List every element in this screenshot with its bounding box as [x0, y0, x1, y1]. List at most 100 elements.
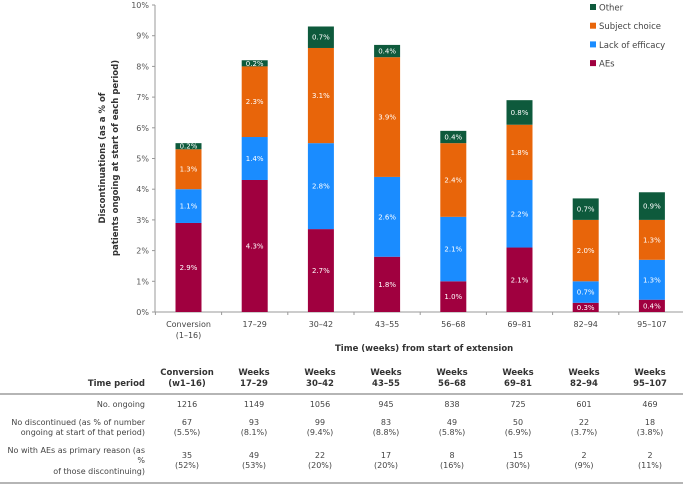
bar-segment-lack-of-efficacy [241, 137, 268, 180]
table-cell-line: 1216 [176, 400, 198, 409]
table-cell: 49 (5.8%) [419, 413, 485, 441]
stacked-bar-chart: 0% 1% 2% 3% 4% 5% 6% 7% 8% 9% 10% Conversion (1–16)… [98, 1, 683, 354]
data-label: 3.1% [312, 92, 330, 100]
bar-segment-subject-choice [440, 143, 467, 217]
data-label: 2.1% [444, 246, 462, 254]
table-cell-line: (11%) [637, 461, 663, 471]
table-cell: 838 [419, 394, 485, 413]
y-tick-label: 2% [136, 247, 149, 256]
data-label: 0.3% [577, 304, 595, 312]
x-axis: Conversion (1–16) 17–29 30–42 43–55 56–68 69–8… [154, 311, 683, 340]
bar-segment-lack-of-efficacy [374, 176, 401, 257]
bar-segment-lack-of-efficacy [175, 189, 202, 223]
y-axis-title-line-1: Discontinuations (as a % of [98, 92, 108, 223]
header-column: Weeks 69–81 [485, 368, 551, 394]
table-cell-line: 22 [314, 450, 326, 460]
table-cell: 99 (9.4%) [287, 413, 353, 441]
table-cell-line: 67 [181, 417, 193, 427]
table-cell-line: (5.8%) [438, 428, 466, 437]
header-column-line: 30–42 [306, 379, 334, 389]
table-cell: 601 [551, 394, 617, 413]
bar-segment-other [440, 130, 467, 144]
table-cell: 945 [353, 394, 419, 413]
data-label: 1.1% [180, 203, 198, 211]
bar-segment-aes [374, 256, 401, 312]
table-cell-line: 49 [248, 450, 260, 460]
y-tick-label: 4% [136, 185, 149, 194]
data-label: 1.3% [643, 276, 661, 284]
table-cell: 1216 [153, 394, 221, 413]
table-cell-line: 945 [378, 400, 394, 409]
y-tick-label: 0% [136, 308, 149, 317]
y-axis-title-line-2: patients ongoing at start of each period… [111, 60, 121, 256]
x-tick-label: Conversion [166, 320, 211, 329]
data-label: 1.0% [444, 293, 462, 301]
bar-segment-aes [506, 247, 533, 312]
y-tick-label: 6% [136, 124, 149, 133]
table-cell: 17 (20%) [353, 441, 419, 484]
header-column-line: Weeks [568, 368, 600, 378]
table-cell: 50 (6.9%) [485, 413, 551, 441]
table-cell: 1056 [287, 394, 353, 413]
table-cell: 469 [617, 394, 683, 413]
data-label: 3.9% [378, 114, 396, 122]
y-tick-label: 3% [136, 216, 149, 225]
header-column-line: Weeks [436, 368, 468, 378]
table-cell-line: (6.9%) [504, 428, 532, 437]
y-tick-label: 5% [136, 155, 149, 164]
header-time-period: Time period [87, 379, 145, 389]
table-cell-line: (9.4%) [306, 428, 334, 437]
table-cell-line: (53%) [241, 461, 267, 471]
table-cell-line: 18 [644, 417, 656, 427]
header-column-line: 43–55 [372, 379, 400, 389]
data-label: 0.9% [643, 203, 661, 211]
table-cell: 35 (52%) [153, 441, 221, 484]
bar-segment-other [506, 100, 533, 125]
table-cell-line: (3.7%) [570, 428, 598, 437]
table-row: No with AEs as primary reason (as % of th… [0, 441, 683, 484]
bar-segment-aes [440, 281, 467, 312]
y-tick-label: 10% [131, 1, 149, 10]
row-label-line: No discontinued (as % of number [11, 417, 145, 427]
data-label: 0.7% [312, 34, 330, 42]
table-header-row: Time period Conversion (w1–16) Weeks 17–29 W… [0, 368, 683, 394]
bar-segment-other [572, 198, 599, 220]
y-tick-label: 7% [136, 93, 149, 102]
header-column: Weeks 82–94 [551, 368, 617, 394]
table-row: No discontinued (as % of number ongoing a… [0, 413, 683, 441]
table-cell-line: 93 [248, 417, 260, 427]
x-tick-label: 56–68 [441, 320, 465, 329]
bar-segment-subject-choice [638, 219, 665, 260]
table-cell: 725 [485, 394, 551, 413]
data-label: 2.0% [577, 247, 595, 255]
bar-segment-aes [241, 179, 268, 312]
header-column: Weeks 17–29 [221, 368, 287, 394]
row-label-line: No with AEs as primary reason (as % [7, 445, 145, 466]
bar-segment-other [374, 44, 401, 58]
data-label: 0.4% [444, 134, 462, 142]
row-label: No with AEs as primary reason (as % of th… [0, 441, 153, 484]
x-tick-label: 82–94 [574, 320, 598, 329]
bar-segment-lack-of-efficacy [638, 259, 665, 300]
x-tick-label: 95–107 [637, 320, 666, 329]
table-cell-line: 35 [181, 450, 193, 460]
bar-segment-lack-of-efficacy [307, 143, 334, 230]
y-tick-label: 1% [136, 277, 149, 286]
table-cell-line: 99 [314, 417, 326, 427]
data-label: 2.2% [511, 210, 529, 218]
row-label: No discontinued (as % of number ongoing a… [0, 413, 153, 441]
data-label: 0.8% [511, 109, 529, 117]
bar-segment-other [307, 26, 334, 48]
table-cell-line: (8.1%) [240, 428, 268, 437]
table-cell-line: 1056 [309, 400, 331, 409]
bar-segment-subject-choice [307, 47, 334, 144]
table-cell-line: 22 [578, 417, 590, 427]
bar-segment-lack-of-efficacy [440, 216, 467, 282]
table-cell: 2 (11%) [617, 441, 683, 484]
table-cell-line: (20%) [307, 461, 333, 471]
header-column-line: 82–94 [570, 379, 598, 389]
header-column-line: Weeks [634, 368, 666, 378]
table-cell: 83 (8.8%) [353, 413, 419, 441]
table-cell: 1149 [221, 394, 287, 413]
y-axis: 0% 1% 2% 3% 4% 5% 6% 7% 8% 9% 10% [131, 1, 156, 317]
